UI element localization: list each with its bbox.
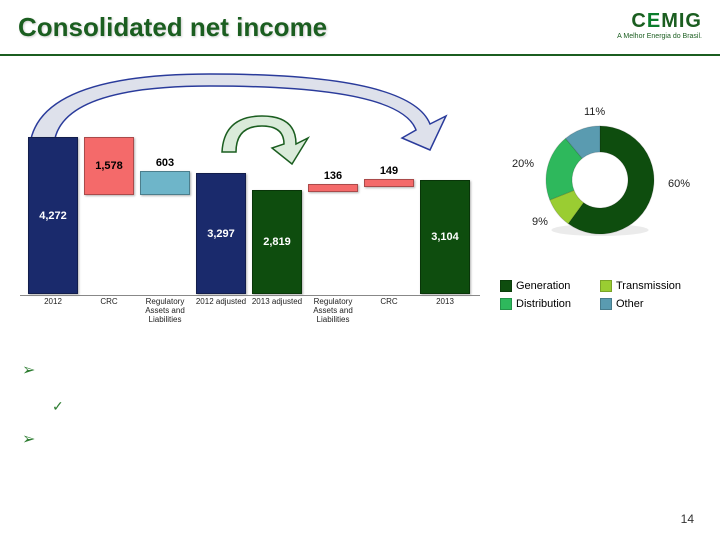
legend-item-0: Generation xyxy=(500,280,600,292)
legend-label: Transmission xyxy=(616,280,681,292)
logo-subtitle: A Melhor Energia do Brasil. xyxy=(617,33,702,40)
page-number: 14 xyxy=(681,512,694,526)
slide-title: Consolidated net income xyxy=(18,12,327,43)
bar-value: 3,104 xyxy=(431,231,459,243)
legend-label: Distribution xyxy=(516,298,571,310)
legend-swatch xyxy=(500,298,512,310)
bar-value: 1,578 xyxy=(95,160,123,172)
bar-value: 136 xyxy=(308,170,358,182)
legend-swatch xyxy=(500,280,512,292)
bullet-list: ➢ ✓ ➢ xyxy=(22,360,64,467)
title-rule xyxy=(0,54,720,56)
bar-value: 4,272 xyxy=(39,210,67,222)
bar-1: 1,578 xyxy=(84,137,134,195)
legend-item-1: Transmission xyxy=(600,280,700,292)
donut-pct-label: 20% xyxy=(512,158,534,170)
bar-6: 149 xyxy=(364,179,414,187)
bar-value: 149 xyxy=(364,165,414,177)
category-axis: 2012CRCRegulatory Assets and Liabilities… xyxy=(20,295,480,330)
legend-item-2: Distribution xyxy=(500,298,600,310)
donut-pct-label: 11% xyxy=(584,106,605,118)
category-label: 2013 xyxy=(418,298,472,307)
category-label: Regulatory Assets and Liabilities xyxy=(138,298,192,324)
bar-plot: 4,272 1,578 603 3,297 2,819 136 149 3,104 xyxy=(20,124,480,294)
category-label: 2012 xyxy=(26,298,80,307)
legend-item-3: Other xyxy=(600,298,700,310)
bar-2: 603 xyxy=(140,171,190,195)
bar-value: 2,819 xyxy=(263,236,291,248)
bullet-1: ➢ xyxy=(22,360,64,380)
bar-value: 3,297 xyxy=(207,228,235,240)
waterfall-chart: 4,2721,5786033,2972,8191361493,104 2012C… xyxy=(20,100,480,330)
bar-0: 4,272 xyxy=(28,137,78,294)
logo-text: CEMIG xyxy=(617,10,702,33)
category-label: CRC xyxy=(362,298,416,307)
logo: CEMIG A Melhor Energia do Brasil. xyxy=(617,10,702,40)
category-label: 2012 adjusted xyxy=(194,298,248,307)
legend-label: Other xyxy=(616,298,644,310)
category-label: CRC xyxy=(82,298,136,307)
bar-4: 2,819 xyxy=(252,190,302,294)
bar-value: 603 xyxy=(140,157,190,169)
legend-swatch xyxy=(600,280,612,292)
check-1: ✓ xyxy=(52,398,64,415)
donut-legend: Generation Transmission Distribution Other xyxy=(500,280,710,316)
bar-3: 3,297 xyxy=(196,173,246,294)
bar-5: 136 xyxy=(308,184,358,192)
legend-swatch xyxy=(600,298,612,310)
legend-label: Generation xyxy=(516,280,570,292)
bar-7: 3,104 xyxy=(420,180,470,294)
bullet-2: ➢ xyxy=(22,429,64,449)
donut-pct-label: 9% xyxy=(532,216,548,228)
category-label: Regulatory Assets and Liabilities xyxy=(306,298,360,324)
donut-pct-label: 60% xyxy=(668,178,690,190)
category-label: 2013 adjusted xyxy=(250,298,304,307)
